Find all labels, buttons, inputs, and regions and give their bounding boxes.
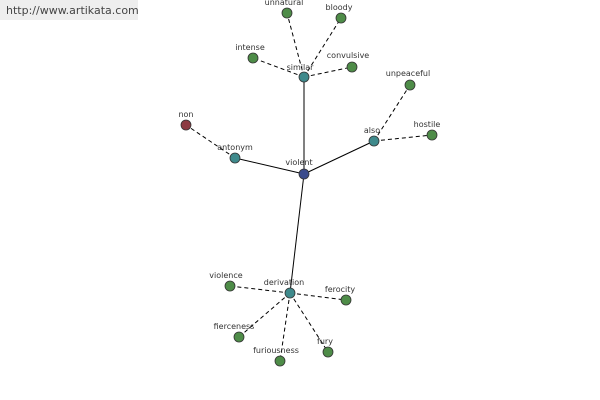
node[interactable] <box>404 79 416 91</box>
node-label[interactable]: unnatural <box>265 0 304 7</box>
edge <box>279 292 291 362</box>
node-label[interactable]: unpeaceful <box>386 69 430 78</box>
node-label[interactable]: hostile <box>414 120 441 129</box>
node[interactable] <box>298 71 310 83</box>
node[interactable] <box>284 287 296 299</box>
node[interactable] <box>233 331 245 343</box>
node-label[interactable]: furiousness <box>253 346 299 355</box>
node[interactable] <box>346 61 358 73</box>
node[interactable] <box>335 12 347 24</box>
node[interactable] <box>229 152 241 164</box>
node-label[interactable]: similar <box>287 63 315 72</box>
node[interactable] <box>281 7 293 19</box>
edge <box>373 134 433 142</box>
node-label[interactable]: fierceness <box>214 322 255 331</box>
node-label[interactable]: bloody <box>326 3 353 12</box>
node-label[interactable]: antonym <box>217 143 253 152</box>
url: http://www.artikata.com <box>6 4 139 17</box>
node[interactable] <box>247 52 259 64</box>
edge <box>303 66 353 78</box>
nodes <box>180 7 438 367</box>
node[interactable] <box>340 294 352 306</box>
node-label[interactable]: ferocity <box>325 285 356 294</box>
node[interactable] <box>322 346 334 358</box>
node-label[interactable]: fury <box>317 337 333 346</box>
edge <box>185 124 236 159</box>
node[interactable] <box>426 129 438 141</box>
node[interactable] <box>274 355 286 367</box>
edge <box>289 292 347 301</box>
edge <box>303 140 375 175</box>
node-label[interactable]: violent <box>285 158 312 167</box>
edge <box>238 292 291 338</box>
edges <box>185 12 433 362</box>
edge <box>252 57 305 78</box>
node-label[interactable]: derivation <box>264 278 304 287</box>
edge <box>289 292 329 353</box>
node-label[interactable]: also <box>364 126 380 135</box>
edge <box>229 285 291 294</box>
url-box <box>0 0 138 20</box>
edge <box>234 157 305 175</box>
node[interactable] <box>180 119 192 131</box>
node[interactable] <box>224 280 236 292</box>
node-label[interactable]: convulsive <box>327 51 370 60</box>
node-label[interactable]: intense <box>235 43 265 52</box>
node-label[interactable]: violence <box>209 271 242 280</box>
node-label[interactable]: non <box>178 110 193 119</box>
edge <box>303 17 342 78</box>
labels: violent similar antonym also derivation … <box>178 0 440 355</box>
node[interactable] <box>298 168 310 180</box>
edge <box>289 173 305 294</box>
node[interactable] <box>368 135 380 147</box>
